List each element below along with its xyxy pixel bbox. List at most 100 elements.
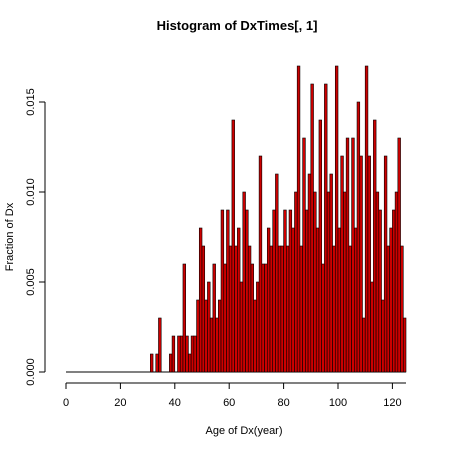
histogram-bar — [177, 335, 181, 373]
histogram-bar — [354, 227, 358, 373]
histogram-bars — [150, 65, 407, 373]
histogram-bar — [392, 209, 396, 373]
histogram-bar — [302, 137, 306, 373]
histogram-bar — [370, 281, 374, 373]
y-tick-label: 0.000 — [25, 358, 37, 386]
histogram-bar — [345, 137, 350, 373]
histogram-bar — [237, 227, 241, 373]
histogram-bar — [201, 245, 206, 373]
histogram-bar — [242, 191, 246, 373]
histogram-bar — [362, 317, 366, 373]
histogram-bar — [351, 137, 355, 373]
histogram-bar — [155, 353, 159, 373]
histogram-bar — [280, 245, 284, 373]
histogram-bar — [250, 263, 254, 373]
histogram-bar — [193, 335, 197, 373]
histogram-bar — [185, 335, 189, 373]
histogram-bar — [348, 245, 352, 373]
histogram-bar — [258, 155, 263, 373]
x-tick-label: 120 — [383, 397, 401, 409]
histogram-bar — [286, 245, 290, 373]
histogram-bar — [386, 245, 390, 373]
y-axis-ticks: 0.000 0.005 0.010 0.015 — [25, 88, 45, 386]
x-tick-label: 60 — [223, 397, 235, 409]
histogram-bar — [313, 191, 317, 373]
y-tick-label: 0.010 — [25, 178, 37, 206]
histogram-bar — [231, 119, 235, 373]
histogram-bar — [218, 299, 222, 373]
histogram-bar — [190, 335, 195, 373]
histogram-bar — [294, 191, 298, 373]
histogram-bar — [299, 245, 303, 373]
histogram-bar — [321, 263, 325, 373]
histogram-bar — [215, 317, 219, 373]
histogram-bar — [383, 155, 388, 373]
histogram-bar — [266, 227, 271, 373]
histogram-bar — [261, 263, 265, 373]
histogram-bar — [234, 245, 238, 373]
histogram-bar — [269, 245, 274, 373]
histogram-bar — [394, 191, 399, 373]
histogram-bar — [334, 65, 339, 373]
y-tick-label: 0.015 — [25, 88, 37, 116]
histogram-bar — [381, 299, 385, 373]
histogram-bar — [264, 263, 268, 373]
y-axis-label: Fraction of Dx — [4, 202, 16, 271]
histogram-bar — [378, 209, 382, 373]
histogram-bar — [367, 155, 371, 373]
histogram-bar — [340, 155, 344, 373]
histogram-bar — [324, 83, 328, 373]
histogram-bar — [245, 209, 249, 373]
histogram-bar — [307, 173, 312, 373]
histogram-bar — [315, 227, 320, 373]
histogram-bar — [158, 317, 162, 373]
x-tick-label: 20 — [114, 397, 126, 409]
histogram-bar — [359, 155, 363, 373]
histogram-bar — [326, 191, 331, 373]
histogram-bar — [169, 353, 173, 373]
histogram-bar — [291, 227, 295, 373]
histogram-bar — [226, 209, 230, 373]
histogram-bar — [196, 299, 200, 373]
histogram-bar — [389, 227, 393, 373]
histogram-bar — [179, 335, 184, 373]
histogram-bar — [318, 119, 322, 373]
histogram-bar — [150, 353, 154, 373]
x-tick-label: 100 — [329, 397, 347, 409]
histogram-bar — [171, 335, 176, 373]
histogram-bar — [239, 281, 244, 373]
y-tick-label: 0.005 — [25, 268, 37, 296]
histogram-bar — [253, 299, 257, 373]
histogram-bar — [310, 83, 314, 373]
histogram-bar — [247, 245, 252, 373]
histogram-bar — [256, 281, 260, 373]
histogram-bar — [275, 173, 279, 373]
histogram-bar — [296, 65, 301, 373]
histogram-bar — [364, 65, 369, 373]
histogram-bar — [356, 101, 361, 373]
histogram-bar — [220, 209, 225, 373]
histogram-bar — [188, 353, 192, 373]
histogram-bar — [288, 209, 293, 373]
histogram-bar — [400, 245, 404, 373]
histogram-bar — [375, 191, 380, 373]
histogram-bar — [204, 299, 208, 373]
x-axis-label: Age of Dx(year) — [205, 425, 282, 437]
x-tick-label: 80 — [277, 397, 289, 409]
histogram-bar — [212, 263, 216, 373]
histogram-bar — [329, 173, 333, 373]
x-tick-label: 0 — [63, 397, 69, 409]
histogram-bar — [228, 245, 233, 373]
histogram-bar — [402, 317, 407, 373]
histogram-bar — [272, 209, 276, 373]
histogram-bar — [332, 245, 336, 373]
histogram-bar — [277, 245, 282, 373]
histogram-bar — [373, 119, 377, 373]
histogram-bar — [305, 209, 309, 373]
x-axis-ticks: 0 20 40 60 80 100 120 — [63, 383, 402, 409]
histogram-bar — [397, 137, 401, 373]
histogram-bar — [223, 263, 227, 373]
histogram-bar — [337, 227, 342, 373]
x-tick-label: 40 — [169, 397, 181, 409]
